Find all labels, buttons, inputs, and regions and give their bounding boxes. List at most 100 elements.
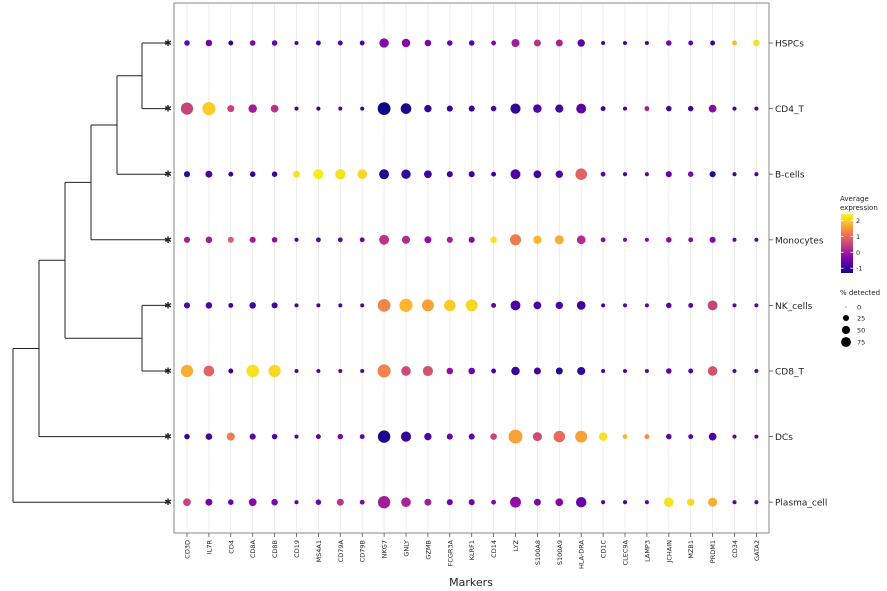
x-label-KLRF1: KLRF1 (468, 540, 476, 560)
dot-HSPCs-PRDM1 (710, 40, 716, 46)
dot-CD4_T-CD79A (338, 106, 343, 111)
y-label-DCs: DCs (775, 433, 793, 443)
dot-CD8_T-CD34 (732, 368, 737, 374)
dot-HSPCs-CD8A (249, 40, 256, 46)
dot-NK_cells-CD79B (360, 303, 365, 308)
dot-HSPCs-NKG7 (379, 38, 389, 48)
dot-CD4_T-PRDM1 (708, 104, 717, 113)
dot-CD4_T-CD8B (270, 104, 279, 113)
size-legend-title: % detected (840, 289, 880, 297)
dot-Monocytes-MS4A1 (315, 237, 321, 243)
dot-Monocytes-CD19 (294, 237, 299, 242)
dot-CD8_T-FCGR3A (446, 367, 454, 375)
dot-DCs-CD8B (271, 433, 278, 440)
dendro-leaf-marker-CD4_T: ✱ (164, 105, 172, 115)
x-label-CD19: CD19 (293, 540, 301, 558)
dot-B-cells-NKG7 (379, 169, 390, 180)
dot-HSPCs-CD4 (228, 40, 234, 46)
dendro-leaf-marker-NK_cells: ✱ (164, 301, 172, 311)
dot-Monocytes-MZB1 (688, 237, 694, 243)
dot-Plasma_cell-CD19 (294, 500, 299, 505)
size-legend-label-50: 50 (857, 327, 865, 335)
x-label-GNLY: GNLY (403, 540, 411, 557)
dot-Plasma_cell-CD8A (248, 498, 257, 507)
dot-CD4_T-CD3D (180, 102, 194, 115)
dot-CD4_T-CD14 (490, 105, 497, 112)
dot-Plasma_cell-S100A8 (533, 498, 541, 506)
dot-Monocytes-CD79A (337, 237, 343, 243)
dot-CD8_T-CD4 (228, 368, 234, 374)
dot-B-cells-PRDM1 (709, 171, 716, 178)
dot-Plasma_cell-CD34 (732, 500, 737, 505)
dot-Monocytes-CD1C (600, 237, 606, 243)
dot-NK_cells-CD34 (732, 303, 737, 308)
dot-Plasma_cell-CLEC9A (622, 500, 628, 505)
dot-HSPCs-LAMP3 (644, 40, 649, 46)
dot-NK_cells-JCHAIN (666, 302, 672, 309)
x-label-CD34: CD34 (731, 540, 739, 558)
dot-CD4_T-MS4A1 (316, 106, 321, 111)
dot-Monocytes-KLRF1 (468, 236, 475, 243)
dot-DCs-CD79A (337, 433, 344, 440)
dot-B-cells-CD79A (335, 168, 346, 180)
x-label-JCHAIN: JCHAIN (665, 540, 673, 564)
dot-HSPCs-CLEC9A (622, 40, 628, 46)
dot-Plasma_cell-CD8B (271, 498, 278, 506)
dot-CD4_T-CD34 (732, 106, 737, 111)
dot-B-cells-CD4 (228, 171, 234, 177)
dot-DCs-LYZ (508, 429, 523, 444)
dot-Plasma_cell-HLA-DRA (575, 496, 587, 508)
dot-CD8_T-NKG7 (377, 364, 391, 378)
dot-Monocytes-GATA2 (754, 237, 759, 242)
y-label-CD8_T: CD8_T (775, 368, 804, 378)
x-label-FCGR3A: FCGR3A (446, 539, 454, 566)
dot-DCs-CD79B (359, 434, 365, 440)
dot-CD8_T-LYZ (511, 366, 520, 376)
dot-Monocytes-S100A9 (554, 235, 564, 245)
dot-Plasma_cell-S100A9 (555, 498, 564, 507)
size-legend-dot-75 (841, 337, 851, 347)
x-label-CD4: CD4 (227, 540, 235, 554)
dot-CD8_T-CD79B (360, 368, 365, 374)
dot-DCs-MZB1 (688, 434, 694, 440)
dot-Monocytes-GZMB (424, 236, 432, 244)
dot-NK_cells-FCGR3A (444, 299, 456, 312)
dot-B-cells-CD14 (491, 171, 497, 177)
dot-NK_cells-KLRF1 (465, 299, 478, 312)
dot-DCs-PRDM1 (708, 432, 717, 441)
dot-Monocytes-JCHAIN (666, 237, 672, 243)
dot-HSPCs-MZB1 (688, 40, 694, 46)
dot-Plasma_cell-LAMP3 (644, 500, 649, 505)
dot-HSPCs-IL7R (205, 39, 213, 47)
dot-CD4_T-CD79B (360, 106, 365, 111)
dot-NK_cells-LAMP3 (644, 303, 649, 308)
dot-CD8_T-CD19 (294, 368, 299, 374)
dot-CD4_T-S100A9 (555, 104, 564, 113)
dot-HSPCs-CD19 (294, 40, 299, 46)
x-label-CD79B: CD79B (359, 540, 367, 562)
dot-NK_cells-CD8A (249, 302, 256, 309)
x-label-GZMB: GZMB (424, 540, 432, 560)
size-legend-label-25: 25 (857, 315, 865, 323)
dot-Plasma_cell-LYZ (510, 496, 521, 508)
dot-B-cells-CD34 (732, 172, 737, 177)
dot-DCs-CD14 (490, 433, 497, 440)
x-label-GATA2: GATA2 (753, 540, 761, 561)
dot-HSPCs-CD79B (359, 40, 365, 46)
x-axis-title: Markers (449, 576, 493, 589)
dot-CD8_T-JCHAIN (666, 368, 672, 374)
dot-Plasma_cell-CD14 (491, 499, 497, 505)
dot-DCs-HLA-DRA (575, 430, 588, 443)
dot-DCs-LAMP3 (644, 434, 650, 440)
dot-CD8_T-GNLY (401, 366, 411, 376)
y-axis-labels: HSPCs CD4_T B-cells Monocytes NK_cells CD8_T D… (769, 40, 827, 509)
dot-CD4_T-FCGR3A (446, 105, 453, 112)
dot-B-cells-CLEC9A (622, 172, 628, 177)
dot-HSPCs-CD34 (732, 40, 737, 46)
dot-DCs-MS4A1 (315, 434, 321, 440)
dot-HSPCs-CD79A (337, 40, 343, 46)
dot-CD8_T-MS4A1 (316, 368, 321, 374)
dot-Monocytes-CLEC9A (622, 237, 628, 242)
colorbar-title-line1: Average (840, 195, 869, 203)
dot-B-cells-LYZ (510, 169, 521, 180)
